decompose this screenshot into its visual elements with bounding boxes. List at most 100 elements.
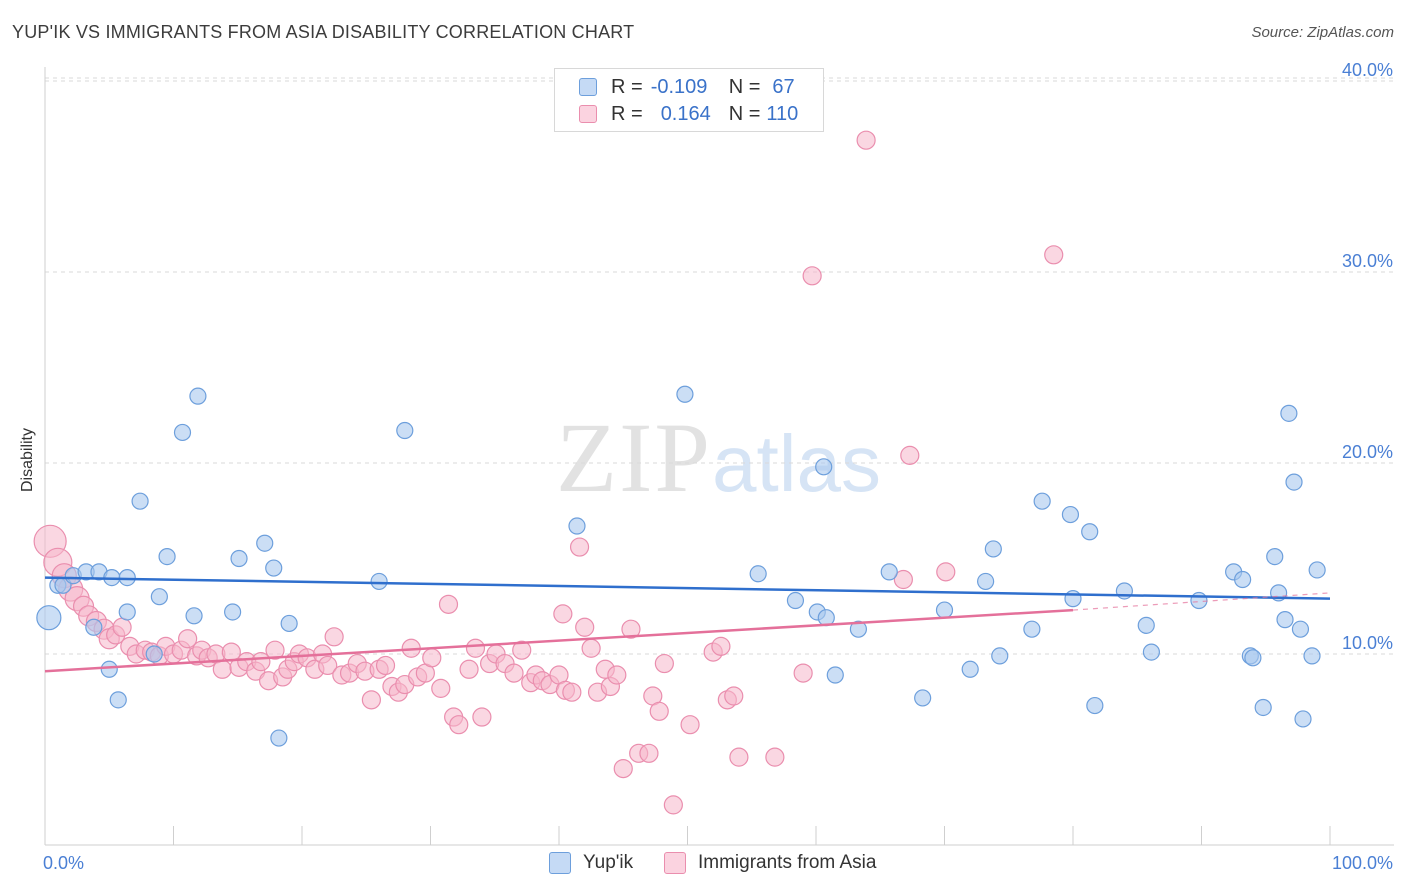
data-point-yupik bbox=[1033, 492, 1051, 510]
data-point-yupik bbox=[224, 603, 242, 621]
data-point-yupik bbox=[1308, 561, 1326, 579]
data-point-yupik bbox=[815, 458, 833, 476]
data-point-yupik bbox=[1266, 547, 1284, 566]
data-point-immigrants bbox=[649, 701, 669, 721]
data-point-yupik bbox=[1064, 590, 1082, 608]
data-point-yupik bbox=[826, 666, 844, 684]
data-point-yupik bbox=[1190, 591, 1208, 610]
y-tick-label: 30.0% bbox=[1342, 251, 1393, 271]
legend-label-yupik: Yup'ik bbox=[583, 852, 634, 873]
data-point-yupik bbox=[145, 645, 163, 663]
data-point-immigrants bbox=[449, 715, 469, 735]
data-point-immigrants bbox=[512, 640, 532, 660]
data-point-yupik bbox=[1280, 404, 1298, 422]
data-point-yupik bbox=[1276, 611, 1294, 629]
legend-swatch-yupik bbox=[579, 78, 597, 96]
data-point-immigrants bbox=[504, 663, 524, 683]
data-point-immigrants bbox=[465, 638, 486, 658]
data-point-immigrants bbox=[900, 445, 920, 465]
data-point-yupik bbox=[676, 385, 694, 403]
data-point-immigrants bbox=[613, 758, 633, 779]
series-immigrants-points bbox=[33, 130, 1064, 815]
legend-label-immigrants: Immigrants from Asia bbox=[698, 852, 877, 873]
tick-labels: 10.0% 20.0% 30.0% 40.0% 0.0% 100.0% bbox=[43, 60, 1393, 873]
data-point-yupik bbox=[1285, 473, 1303, 491]
legend-n-value: 110 bbox=[766, 102, 799, 125]
data-point-yupik bbox=[961, 660, 979, 678]
series-yupik-points bbox=[36, 385, 1326, 747]
data-point-yupik bbox=[1081, 523, 1099, 541]
data-point-immigrants bbox=[581, 638, 601, 658]
data-point-yupik bbox=[1023, 620, 1041, 638]
data-point-immigrants bbox=[729, 747, 749, 767]
data-point-yupik bbox=[150, 588, 168, 606]
data-point-yupik bbox=[131, 492, 149, 510]
data-point-immigrants bbox=[318, 655, 338, 676]
y-tick-label: 10.0% bbox=[1342, 633, 1393, 653]
data-point-yupik bbox=[158, 547, 176, 566]
data-point-yupik bbox=[280, 614, 298, 633]
data-point-immigrants bbox=[711, 636, 731, 656]
legend-r-label: R = bbox=[611, 75, 643, 98]
watermark-zip: ZIP bbox=[556, 402, 712, 513]
data-point-immigrants bbox=[856, 130, 876, 150]
data-point-yupik bbox=[189, 387, 207, 405]
data-point-yupik bbox=[849, 620, 868, 638]
data-point-yupik bbox=[1303, 647, 1321, 665]
data-point-yupik bbox=[100, 660, 118, 678]
source-label: Source: ZipAtlas.com bbox=[1251, 24, 1394, 41]
data-point-immigrants bbox=[422, 648, 442, 668]
data-point-immigrants bbox=[893, 569, 913, 590]
data-point-yupik bbox=[118, 568, 136, 587]
data-point-yupik bbox=[85, 618, 103, 636]
trend-line-yupik bbox=[44, 576, 1331, 600]
data-point-immigrants bbox=[1044, 245, 1064, 265]
data-point-yupik bbox=[749, 565, 767, 583]
chart-title: YUP'IK VS IMMIGRANTS FROM ASIA DISABILIT… bbox=[12, 22, 635, 42]
legend-row-yupik: R = -0.109 N = 67 bbox=[579, 75, 795, 99]
legend-n-label: N = bbox=[728, 75, 761, 98]
x-tick-label: 0.0% bbox=[43, 853, 84, 873]
data-point-yupik bbox=[935, 601, 954, 619]
correlation-legend: R = -0.109 N = 67 R = 0.164 N = 110 bbox=[554, 68, 824, 132]
data-point-immigrants bbox=[607, 665, 627, 685]
data-point-yupik bbox=[1086, 696, 1104, 715]
legend-item-yupik: Yup'ik bbox=[549, 852, 633, 874]
data-point-yupik bbox=[880, 563, 898, 581]
legend-row-immigrants: R = 0.164 N = 110 bbox=[579, 102, 798, 126]
data-point-immigrants bbox=[802, 266, 822, 286]
data-point-immigrants bbox=[663, 795, 683, 815]
trend-line-immigrants bbox=[44, 608, 1074, 673]
data-point-immigrants bbox=[680, 715, 700, 735]
data-point-yupik bbox=[1244, 649, 1262, 667]
data-point-immigrants bbox=[793, 663, 813, 683]
grid-lines bbox=[45, 77, 1394, 655]
legend-swatch-immigrants bbox=[579, 105, 597, 123]
data-point-immigrants bbox=[621, 619, 641, 639]
data-point-yupik bbox=[1294, 710, 1312, 728]
data-point-yupik bbox=[230, 549, 248, 568]
legend-item-immigrants: Immigrants from Asia bbox=[664, 852, 876, 874]
data-point-immigrants bbox=[575, 617, 595, 637]
data-point-yupik bbox=[1061, 505, 1080, 524]
data-point-yupik bbox=[977, 572, 995, 591]
legend-n-value: 67 bbox=[772, 75, 795, 98]
legend-r-value: 0.164 bbox=[660, 102, 711, 125]
data-point-yupik bbox=[914, 689, 932, 707]
data-point-yupik bbox=[370, 572, 388, 591]
series-legend: Yup'ik Immigrants from Asia bbox=[0, 852, 1406, 878]
watermark-atlas: atlas bbox=[712, 419, 881, 508]
data-point-yupik bbox=[1291, 620, 1310, 638]
x-tick-label: 100.0% bbox=[1332, 853, 1393, 873]
data-point-yupik bbox=[396, 421, 414, 440]
data-point-immigrants bbox=[375, 655, 396, 676]
data-point-immigrants bbox=[936, 562, 956, 582]
data-point-yupik bbox=[786, 591, 805, 610]
data-point-yupik bbox=[991, 647, 1009, 665]
data-point-immigrants bbox=[724, 686, 744, 706]
data-point-yupik bbox=[185, 607, 203, 625]
data-point-immigrants bbox=[459, 659, 479, 679]
legend-swatch-immigrants bbox=[664, 852, 686, 874]
data-point-yupik bbox=[984, 540, 1002, 558]
